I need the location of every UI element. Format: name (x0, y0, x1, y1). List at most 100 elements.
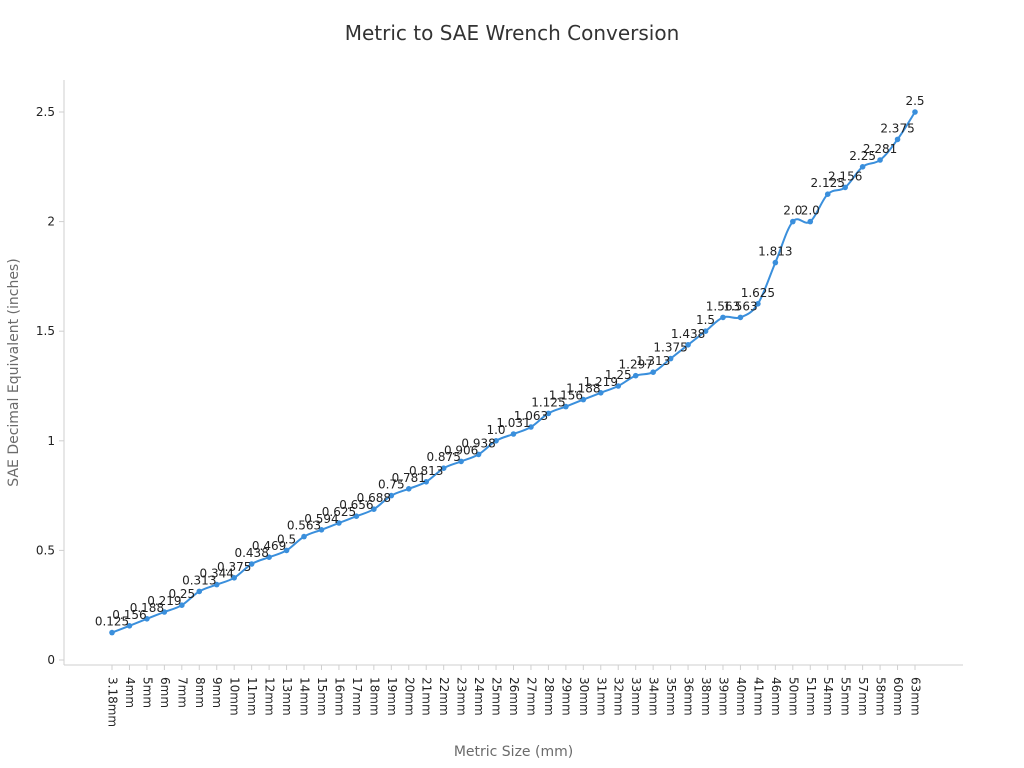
data-point (528, 424, 534, 430)
data-point (318, 526, 325, 533)
data-label: 0.688 (357, 491, 391, 505)
x-tick-label: 19mm (385, 677, 399, 716)
x-axis-title: Metric Size (mm) (454, 744, 573, 760)
data-point (842, 184, 848, 191)
data-point (807, 218, 814, 225)
x-tick-label: 11mm (245, 677, 259, 716)
x-tick-label: 41mm (751, 677, 765, 716)
x-tick-label: 63mm (909, 677, 923, 716)
x-tick-label: 28mm (542, 677, 556, 716)
data-point (196, 588, 203, 595)
data-point (213, 581, 220, 588)
data-point (405, 486, 412, 492)
data-point (440, 465, 447, 472)
data-label: 0.875 (426, 450, 460, 464)
data-label: 1.313 (636, 354, 670, 368)
x-tick-label: 21mm (420, 677, 434, 716)
data-point (231, 575, 237, 581)
data-label: 0.656 (339, 498, 373, 512)
data-label: 2.5 (905, 94, 924, 108)
data-label: 1.375 (653, 341, 687, 355)
ticks: 0 0.5 1 1.5 2 2.5 3.18mm 4mm 5mm 6mm 7mm 8mm 9mm 10mm… (36, 105, 923, 727)
data-point (336, 520, 342, 526)
data-point (353, 513, 360, 520)
data-point (859, 164, 866, 170)
data-label: 2.281 (863, 142, 897, 156)
data-label: 1.156 (549, 389, 583, 403)
data-points (109, 109, 918, 636)
x-tick-label: 10mm (228, 677, 242, 716)
x-tick-label: 55mm (839, 677, 853, 716)
data-point (737, 314, 744, 321)
y-axis-title: SAE Decimal Equivalent (inches) (6, 258, 22, 486)
data-label: 2.25 (849, 149, 876, 163)
data-point (912, 109, 918, 115)
x-tick-label: 54mm (821, 677, 835, 716)
data-label: 0.781 (392, 471, 426, 485)
x-tick-label: 12mm (263, 677, 277, 716)
series-line (111, 111, 916, 634)
data-label: 1.0 (486, 423, 505, 437)
data-labels: 0.1250.1560.1880.2190.250.3130.3440.3750… (95, 94, 925, 629)
data-point (388, 492, 395, 499)
data-point (894, 136, 901, 143)
x-tick-label: 32mm (612, 677, 626, 716)
y-tick-label: 0.5 (36, 543, 55, 557)
y-tick-label: 1.5 (36, 324, 55, 338)
data-label: 0.25 (168, 587, 195, 601)
data-label: 0.188 (130, 601, 164, 615)
data-label: 0.375 (217, 560, 251, 574)
data-label: 2.156 (828, 169, 862, 183)
x-tick-label: 46mm (769, 677, 783, 716)
data-label: 0.75 (378, 478, 405, 492)
x-tick-label: 60mm (891, 677, 905, 716)
data-point (545, 410, 552, 417)
data-label: 1.813 (758, 245, 792, 259)
data-label: 0.438 (234, 546, 268, 560)
data-point (371, 506, 377, 512)
data-label: 0.813 (409, 464, 443, 478)
data-point (126, 623, 133, 629)
x-tick-label: 4mm (123, 677, 137, 708)
data-point (510, 431, 517, 437)
data-point (563, 403, 569, 410)
data-label: 1.563 (706, 299, 740, 313)
data-label: 0.594 (304, 512, 338, 526)
x-tick-label: 51mm (804, 677, 818, 716)
data-label: 0.219 (147, 594, 181, 608)
x-tick-label: 50mm (786, 677, 800, 716)
x-tick-label: 22mm (437, 677, 451, 716)
x-tick-label: 39mm (716, 677, 730, 716)
x-tick-label: 3.18mm (106, 677, 120, 727)
x-tick-label: 38mm (699, 677, 713, 716)
x-tick-label: 25mm (490, 677, 504, 716)
data-point (179, 602, 185, 608)
y-tick-label: 2.5 (36, 105, 55, 119)
x-tick-label: 9mm (210, 677, 224, 708)
data-point (493, 438, 499, 444)
data-label: 2.0 (783, 204, 802, 218)
data-point (632, 372, 639, 379)
data-point (877, 157, 883, 163)
data-label: 0.125 (95, 615, 129, 629)
x-tick-label: 27mm (524, 677, 538, 716)
data-label: 0.625 (322, 505, 356, 519)
x-tick-label: 18mm (367, 677, 381, 716)
data-point (755, 301, 761, 307)
x-tick-label: 57mm (856, 677, 870, 716)
x-tick-label: 13mm (280, 677, 294, 716)
data-label: 0.906 (444, 443, 478, 457)
x-tick-label: 7mm (175, 677, 189, 708)
data-point (667, 355, 674, 362)
data-point (597, 389, 604, 396)
y-tick-label: 2 (47, 215, 55, 229)
data-label: 1.438 (671, 327, 705, 341)
data-label: 1.063 (514, 409, 548, 423)
x-tick-label: 17mm (350, 677, 364, 716)
data-label: 0.344 (200, 567, 234, 581)
y-tick-label: 0 (47, 653, 55, 667)
data-point (702, 328, 709, 335)
data-label: 0.5 (277, 532, 296, 546)
x-tick-label: 8mm (193, 677, 207, 708)
